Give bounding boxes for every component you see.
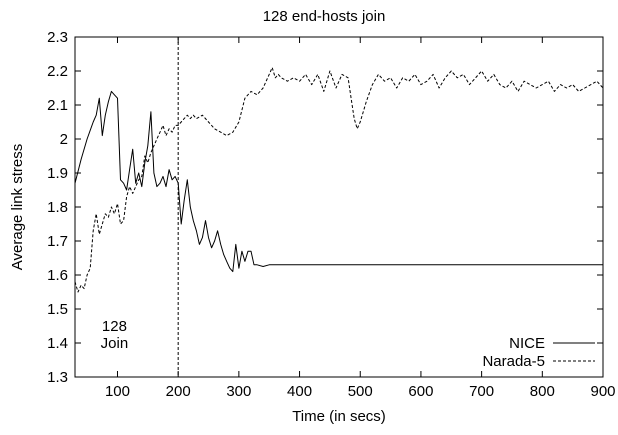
x-tick-label: 200 (166, 383, 191, 400)
series-line-nice (74, 90, 603, 273)
x-tick-label: 500 (348, 383, 373, 400)
y-axis-label: Average link stress (9, 144, 26, 270)
plot-frame (74, 36, 604, 378)
y-tick-label: 1.7 (47, 233, 68, 250)
legend-label-narada-5: Narada-5 (482, 353, 545, 370)
x-tick-label: 100 (105, 383, 130, 400)
x-tick-label: 400 (287, 383, 312, 400)
y-tick-label: 2.1 (47, 97, 68, 114)
x-axis-label: Time (in secs) (292, 408, 386, 425)
y-tick-label: 1.5 (47, 301, 68, 318)
x-tick-label: 600 (408, 383, 433, 400)
annotation-line-1: 128 (102, 318, 127, 335)
annotation-line-2: Join (101, 335, 129, 352)
series-line-narada-5 (74, 67, 604, 293)
y-tick-label: 2.3 (47, 29, 68, 46)
axis-ticks: 1.3 1.4 1.5 1.6 1.7 1.8 1.9 2 2.1 2.2 2.3 100 200 300… (47, 29, 615, 400)
series-layer (74, 37, 604, 377)
y-tick-label: 1.3 (47, 369, 68, 386)
legend-label-nice: NICE (509, 335, 545, 352)
y-tick-label: 2 (60, 131, 68, 148)
x-tick-label: 700 (469, 383, 494, 400)
plot-area (74, 36, 604, 378)
chart-title: 128 end-hosts join (263, 8, 386, 25)
y-tick-label: 1.9 (47, 165, 68, 182)
x-tick-label: 300 (226, 383, 251, 400)
y-tick-label: 1.4 (47, 335, 68, 352)
y-tick-label: 1.6 (47, 267, 68, 284)
x-tick-label: 800 (530, 383, 555, 400)
x-tick-label: 900 (590, 383, 615, 400)
y-tick-label: 1.8 (47, 199, 68, 216)
y-tick-label: 2.2 (47, 63, 68, 80)
